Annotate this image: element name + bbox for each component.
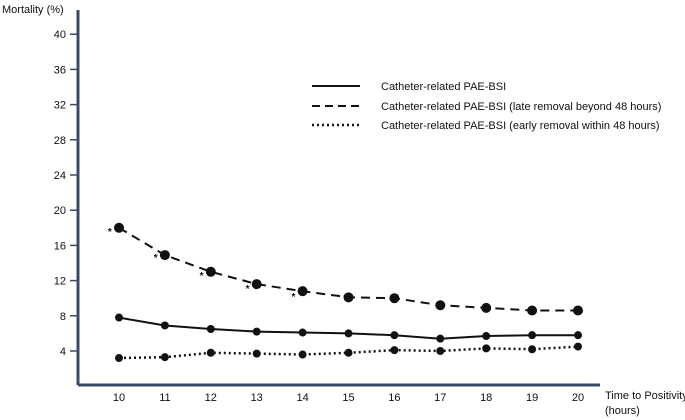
data-point <box>344 329 353 338</box>
ticks: 4 8 12 16 20 24 28 32 36 40 10 11 12 13 14 15 16 17 18 19 20 <box>54 29 584 404</box>
data-point <box>390 346 399 355</box>
y-axis-title: Mortality (%) <box>2 4 64 16</box>
significance-star: * <box>291 292 295 303</box>
data-point <box>435 300 446 311</box>
significance-star: * <box>200 271 204 282</box>
significance-star: * <box>246 284 250 295</box>
data-point <box>206 348 215 357</box>
legend-label-dashed: Catheter-related PAE-BSI (late removal b… <box>381 101 661 113</box>
data-point <box>436 334 445 343</box>
data-point <box>481 302 492 313</box>
series-line-dotted <box>118 345 579 360</box>
annotations: * * * * * <box>108 227 296 303</box>
data-point <box>160 353 169 362</box>
data-point <box>574 331 582 340</box>
y-tick-label: 4 <box>60 346 66 358</box>
data-point <box>390 331 399 340</box>
x-tick-label: 17 <box>434 392 446 404</box>
data-point <box>482 332 491 341</box>
plot-markers <box>114 222 583 363</box>
x-tick-label: 10 <box>113 392 125 404</box>
data-point <box>160 321 169 330</box>
legend-label-solid: Catheter-related PAE-BSI <box>381 81 506 93</box>
data-point <box>527 305 538 316</box>
y-tick-label: 40 <box>54 29 66 41</box>
significance-star: * <box>154 253 158 264</box>
axes <box>76 10 600 387</box>
data-point <box>343 292 354 303</box>
data-point <box>298 350 307 359</box>
x-tick-label: 19 <box>526 392 538 404</box>
data-point <box>252 327 261 336</box>
x-tick-label: 18 <box>480 392 492 404</box>
x-tick-label: 16 <box>388 392 400 404</box>
x-tick-label: 12 <box>205 392 217 404</box>
y-tick-label: 16 <box>54 240 66 252</box>
data-point <box>436 347 445 355</box>
significance-star: * <box>108 227 112 238</box>
data-point <box>114 222 124 233</box>
data-point <box>206 325 215 333</box>
data-point <box>574 342 582 351</box>
y-tick-label: 32 <box>54 100 66 112</box>
y-tick-label: 12 <box>54 276 66 288</box>
x-tick-label: 14 <box>296 392 308 404</box>
data-point <box>344 348 353 357</box>
y-tick-label: 24 <box>54 170 66 182</box>
x-tick-label: 20 <box>572 392 584 404</box>
data-point <box>528 345 537 354</box>
data-point <box>297 286 308 297</box>
data-point <box>251 279 262 290</box>
data-point <box>252 349 261 358</box>
legend-label-dotted: Catheter-related PAE-BSI (early removal … <box>381 120 660 132</box>
data-point <box>573 305 583 316</box>
data-point <box>482 344 491 353</box>
x-tick-label: 15 <box>342 392 354 404</box>
data-point <box>389 293 400 304</box>
data-point <box>159 250 170 261</box>
data-point <box>115 354 123 363</box>
y-tick-label: 36 <box>54 64 66 76</box>
y-tick-label: 28 <box>54 135 66 147</box>
data-point <box>298 328 307 337</box>
legend: Catheter-related PAE-BSI Catheter-relate… <box>312 81 661 132</box>
y-tick-label: 20 <box>54 205 66 217</box>
x-axis-title-line2: (hours) <box>605 405 640 417</box>
data-point <box>115 313 123 322</box>
y-tick-label: 8 <box>60 311 66 323</box>
x-tick-label: 13 <box>251 392 263 404</box>
x-tick-label: 11 <box>159 392 170 404</box>
data-point <box>205 266 216 277</box>
data-point <box>528 331 537 340</box>
x-axis-title-line1: Time to Positivity <box>605 390 685 402</box>
